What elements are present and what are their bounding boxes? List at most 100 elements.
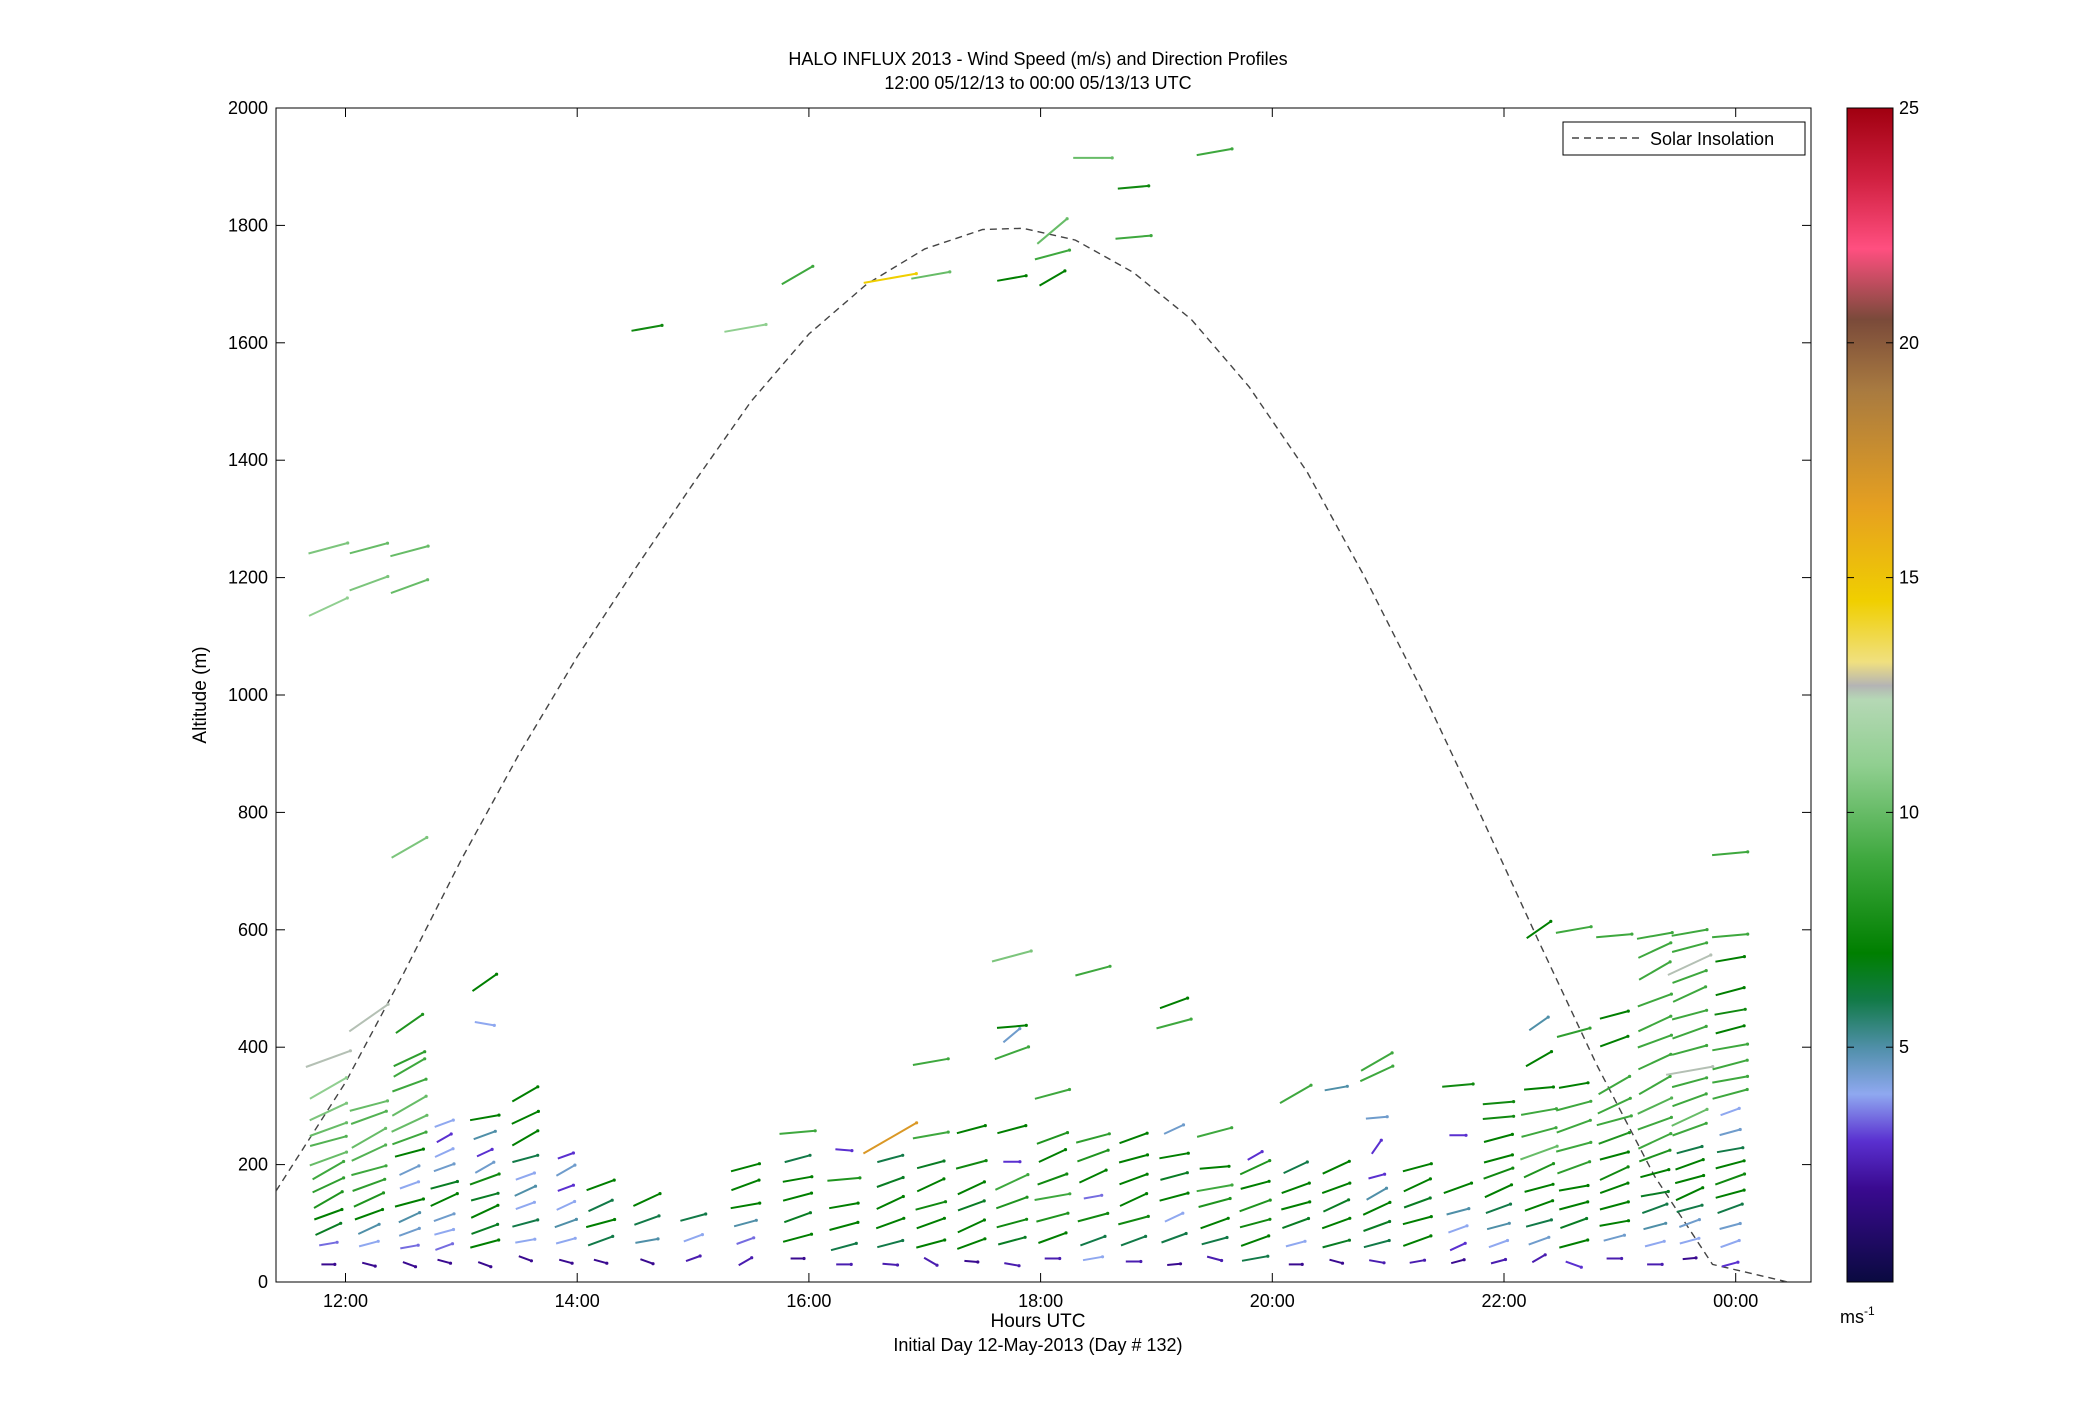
wind-vector [1714, 1008, 1746, 1016]
wind-vector [957, 1199, 985, 1212]
wind-vector-head [1390, 1051, 1394, 1055]
wind-vector [1674, 1174, 1704, 1185]
wind-vector [1075, 965, 1111, 977]
wind-vector-head [1025, 1195, 1029, 1199]
wind-vector [398, 1227, 420, 1237]
wind-vector-head [421, 1012, 425, 1017]
wind-vector-head [1068, 1192, 1072, 1196]
wind-vector [586, 1179, 615, 1192]
wind-vector-head [605, 1261, 609, 1265]
wind-vector [1717, 1203, 1743, 1215]
wind-vector-head [1549, 1050, 1554, 1054]
wind-vector-head [497, 1172, 501, 1176]
wind-vector-head [1348, 1216, 1352, 1220]
wind-vector [434, 1147, 454, 1158]
wind-vector [1285, 1240, 1306, 1248]
wind-vector [1365, 1115, 1388, 1120]
wind-vector-head [1745, 1058, 1749, 1062]
wind-vector-head [764, 322, 768, 327]
wind-vector [473, 1130, 496, 1141]
wind-vector-head [754, 1218, 758, 1222]
wind-vector [1638, 1149, 1671, 1163]
wind-vector [1247, 1150, 1263, 1161]
wind-vector-head [942, 1177, 946, 1181]
wind-vector-head [1551, 1085, 1555, 1089]
wind-vector [781, 265, 814, 286]
wind-vector [1712, 1059, 1748, 1071]
wind-vector [1034, 249, 1070, 261]
wind-vector-head [495, 972, 499, 976]
wind-vector [1637, 1053, 1672, 1071]
wind-vector-head [573, 1236, 577, 1240]
wind-vector [1037, 1173, 1068, 1186]
wind-vector-head [1628, 1074, 1632, 1078]
wind-vector-head [384, 1109, 388, 1113]
wind-vector [1199, 1165, 1230, 1170]
wind-vector [1198, 1197, 1231, 1208]
wind-vector-head [982, 1199, 986, 1203]
wind-vector-head [1579, 1265, 1583, 1269]
wind-vector-head [946, 1057, 950, 1061]
wind-vector [994, 1173, 1029, 1191]
wind-vector-head [346, 541, 350, 545]
wind-vector-head [1139, 1259, 1143, 1264]
wind-vector [399, 1180, 419, 1190]
wind-vector-head [348, 1049, 352, 1053]
wind-vector [1034, 1192, 1070, 1201]
wind-vector [394, 1148, 424, 1158]
wind-vector [1637, 1015, 1672, 1033]
wind-vector [1526, 920, 1552, 940]
wind-vector [435, 1242, 453, 1251]
wind-vector-head [1108, 964, 1112, 968]
wind-vector-head [1345, 1084, 1349, 1088]
wind-vector [1675, 1186, 1704, 1202]
y-tick-label: 200 [238, 1155, 268, 1175]
wind-vector-head [1626, 1009, 1630, 1013]
wind-vector-head [455, 1192, 459, 1196]
wind-vector [1565, 1260, 1582, 1269]
wind-vector-head [1746, 932, 1750, 936]
wind-vector [1282, 1217, 1309, 1230]
y-tick-label: 600 [238, 920, 268, 940]
wind-vector-head [1147, 184, 1151, 188]
wind-vector-head [451, 1118, 455, 1122]
wind-vector-head [417, 1164, 421, 1168]
wind-vector [393, 1050, 426, 1068]
wind-vector [957, 1219, 985, 1234]
wind-vector-head [1379, 1138, 1383, 1142]
wind-vector [1488, 1239, 1508, 1249]
wind-vector [511, 1110, 539, 1125]
wind-vector [956, 1124, 986, 1135]
wind-vector [1672, 1122, 1707, 1137]
wind-vector [1115, 234, 1152, 240]
wind-vector [1558, 1184, 1589, 1192]
wind-vector-head [1742, 986, 1746, 990]
wind-vector [1712, 1088, 1748, 1100]
wind-vector [1523, 1162, 1554, 1179]
wind-vector-head [1626, 1181, 1630, 1185]
wind-vector-head [451, 1227, 456, 1232]
wind-vector [1281, 1200, 1310, 1211]
wind-vector-head [1146, 1214, 1150, 1218]
wind-vector [518, 1255, 532, 1262]
wind-vector [1712, 1043, 1748, 1052]
wind-vector [1402, 1162, 1432, 1173]
wind-vector-head [1388, 1200, 1392, 1204]
wind-vector-head [376, 1239, 380, 1243]
wind-vector-head [1627, 1131, 1631, 1135]
wind-vector [351, 1127, 387, 1149]
wind-vector-head [849, 1262, 853, 1266]
colorbar-unit-exponent: -1 [1864, 1304, 1875, 1318]
wind-vector-head [571, 1183, 576, 1187]
wind-vector-head [1546, 1015, 1550, 1019]
wind-vector-head [1227, 1164, 1231, 1168]
wind-vector-head [1220, 1258, 1224, 1263]
wind-vector [309, 1121, 347, 1137]
wind-vector [1531, 1253, 1546, 1264]
wind-vector [1715, 986, 1745, 997]
wind-vector [1525, 1218, 1552, 1228]
wind-vector [1201, 1236, 1228, 1246]
wind-vector [474, 1021, 495, 1027]
wind-vector-head [1669, 1014, 1673, 1018]
wind-vector [1678, 1218, 1700, 1228]
